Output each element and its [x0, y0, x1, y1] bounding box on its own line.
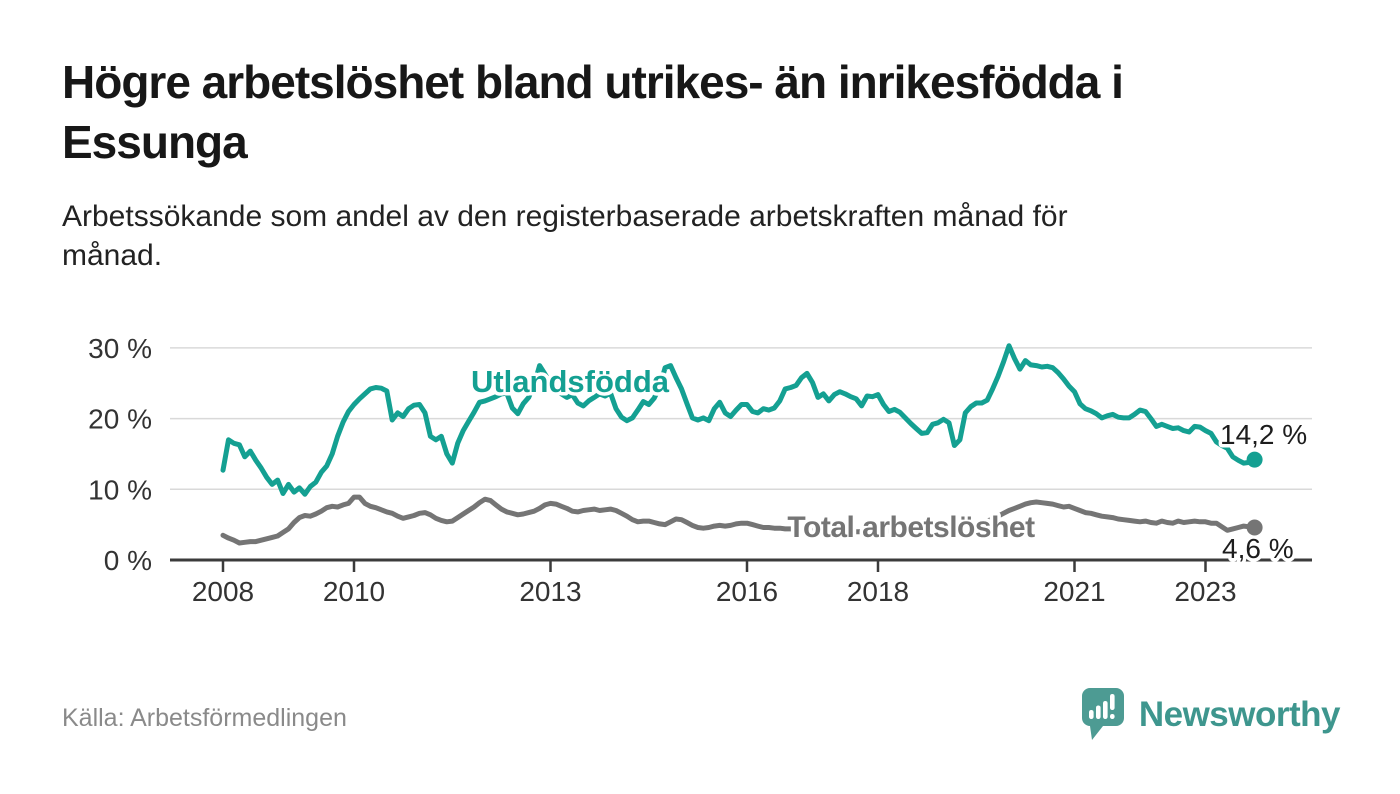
chart-end-dots [1246, 451, 1263, 536]
x-tick-label: 2010 [323, 576, 385, 607]
bar-2 [1095, 705, 1101, 719]
x-tick-label: 2013 [519, 576, 581, 607]
series-line-1 [220, 343, 1258, 497]
series-label-utlandsfodda: Utlandsfödda [471, 364, 670, 399]
page-title-line-1: Högre arbetslöshet bland utrikes- än inr… [62, 56, 1124, 108]
page-title-line-2: Essunga [62, 116, 248, 168]
page-title: Högre arbetslöshet bland utrikes- än inr… [62, 52, 1352, 172]
x-tick-label: 2018 [847, 576, 909, 607]
bar-3 [1102, 701, 1108, 719]
exclamation-dot [1109, 714, 1115, 719]
end-value-label-total: 4,6 % [1222, 533, 1294, 564]
series-label-total-arbetsloshet: Total arbetslöshet [787, 511, 1035, 544]
end-value-label-utlandsfodda: 14,2 % [1220, 419, 1307, 450]
y-tick-label: 0 % [104, 545, 152, 576]
y-tick-label: 20 % [88, 404, 152, 435]
series-end-dot-1 [1246, 451, 1263, 468]
series-end-dot-2 [1246, 519, 1263, 536]
source-note: Källa: Arbetsförmedlingen [62, 704, 347, 732]
x-tick-label: 2021 [1043, 576, 1105, 607]
y-tick-label: 30 % [88, 333, 152, 364]
bar-1 [1088, 710, 1094, 719]
chart-axes: 0 % 10 % 20 % 30 % 2008 2010 2013 2016 2018 2021 2… [88, 333, 1312, 607]
x-tick-label: 2023 [1174, 576, 1236, 607]
chart-labels: Utlandsfödda Total arbetslöshet 14,2 % 4… [467, 361, 1310, 568]
newsworthy-chart-bubble-icon [1081, 688, 1124, 740]
y-tick-label: 10 % [88, 474, 152, 505]
exclamation-bar [1109, 694, 1115, 710]
chart-series-lines [220, 343, 1258, 546]
x-tick-label: 2008 [192, 576, 254, 607]
brand-name: Newsworthy [1138, 695, 1341, 734]
page-subtitle: Arbetssökande som andel av den registerb… [62, 197, 1352, 275]
page-subtitle-line-2: månad. [62, 239, 163, 272]
page-subtitle-line-1: Arbetssökande som andel av den registerb… [62, 200, 1068, 233]
newsworthy-logo: Newsworthy [1080, 686, 1341, 744]
series-line-2 [220, 494, 1258, 546]
x-tick-label: 2016 [716, 576, 778, 607]
